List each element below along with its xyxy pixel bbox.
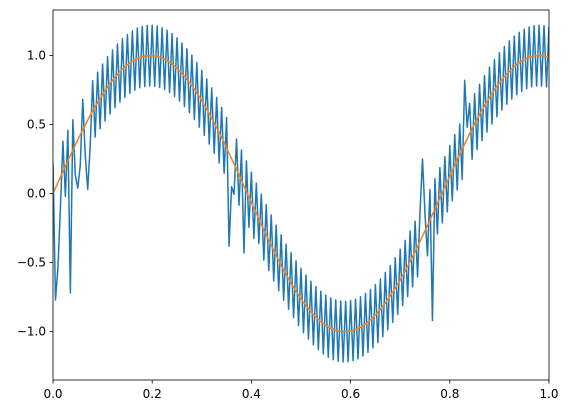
x-tick-label: 0.2	[143, 387, 162, 401]
x-tick-label: 1.0	[539, 387, 558, 401]
x-tick-label: 0.0	[43, 387, 62, 401]
x-tick-label: 0.6	[341, 387, 360, 401]
series-layer	[53, 24, 549, 363]
y-tick-label: 1.0	[27, 49, 46, 63]
x-axis: 0.0 0.2 0.4 0.6 0.8 1.0	[43, 380, 559, 401]
y-tick-label: 0.5	[27, 118, 46, 132]
series-1-line	[53, 24, 549, 363]
series-2-line	[53, 54, 549, 333]
y-tick-label: −1.0	[17, 325, 46, 339]
plot-frame	[52, 9, 550, 381]
y-axis: −1.0 −0.5 0.0 0.5 1.0	[17, 49, 53, 339]
y-tick-label: −0.5	[17, 256, 46, 270]
y-tick-label: 0.0	[27, 187, 46, 201]
x-tick-label: 0.8	[440, 387, 459, 401]
x-tick-label: 0.4	[242, 387, 261, 401]
